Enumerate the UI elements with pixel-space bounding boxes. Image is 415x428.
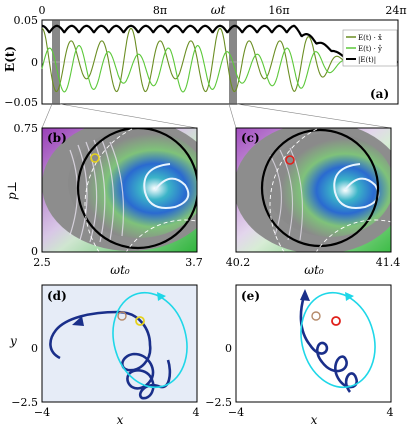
series-e-y	[41, 45, 398, 93]
panel-a-xtick-2: 16π	[268, 4, 289, 17]
panel-a-xtick-3: 24π	[385, 4, 406, 17]
panel-d: (d) 0 −2.5 y −4 4 x	[9, 284, 200, 427]
panel-e-trajectory-arrow	[300, 289, 310, 301]
panel-e-ytick-0: 0	[225, 342, 232, 355]
panel-c-xtick-1: 41.4	[376, 256, 401, 269]
panel-c-dashed-circle-2	[315, 219, 391, 252]
legend-label-y: E(t) · ŷ	[358, 45, 382, 53]
zoom-line-c-right	[236, 103, 392, 129]
panel-e-xlabel: x	[311, 413, 318, 427]
panel-d-xtick-0: −4	[34, 406, 50, 419]
panel-a-ytick-0: 0.05	[14, 14, 39, 27]
panel-e-orbit-arrow	[345, 292, 354, 301]
panel-a-xtick-0: 0	[39, 4, 46, 17]
panel-b-xlabel: ωt₀	[110, 263, 130, 277]
panel-d-ytick-0: 0	[31, 342, 38, 355]
panel-d-label: (d)	[47, 289, 67, 303]
panel-e-orbit	[300, 291, 376, 389]
panel-b-xtick-1: 3.7	[185, 256, 203, 269]
panel-d-orbit-arrow	[157, 292, 166, 301]
panel-d-marker-tan	[117, 311, 127, 321]
panel-a-xtick-1: 8π	[153, 4, 167, 17]
panel-e-marker-red	[331, 316, 341, 326]
zoom-line-b-left	[41, 103, 53, 129]
panel-b-ylabel: p⊥	[5, 181, 19, 200]
panel-a-legend: E(t) · x̂ E(t) · ŷ |E(t)|	[342, 29, 398, 67]
panel-a-xlabel: ωt	[211, 3, 226, 17]
panel-d-ylabel: y	[9, 334, 17, 348]
panel-e-xtick-0: −4	[228, 406, 244, 419]
panel-b-label: (b)	[47, 131, 67, 145]
panel-c-marker-red	[285, 155, 295, 165]
panel-b-spiral	[143, 163, 190, 209]
panel-c-label: (c)	[241, 131, 260, 145]
panel-d-orbit	[112, 291, 188, 389]
panel-b-swirl	[68, 128, 197, 238]
series-e-x	[41, 27, 398, 93]
panel-a-ytick-2: −0.05	[4, 96, 38, 109]
panel-e-trajectory	[299, 295, 358, 393]
panel-c-xtick-0: 40.2	[226, 256, 251, 269]
panel-c-xlabel: ωt₀	[304, 263, 324, 277]
panel-b-dashed-circle-1	[84, 128, 136, 252]
panel-d-xlabel: x	[117, 413, 124, 427]
panel-d-trajectory	[49, 310, 172, 400]
panel-b-frame	[41, 127, 198, 253]
panel-b: (b) 0.75 0 p⊥ 2.5 3.7 ωt₀	[5, 122, 203, 277]
panel-e-marker-tan	[311, 311, 321, 321]
panel-e-label: (e)	[241, 289, 260, 303]
panel-d-ytick-1: −2.5	[11, 396, 38, 409]
panel-c-frame	[235, 127, 392, 253]
panel-b-ytick-0: 0.75	[14, 122, 39, 135]
zoom-line-c-left	[228, 103, 237, 129]
panel-c-spiral	[333, 163, 380, 209]
panel-b-marker-yellow	[90, 153, 100, 163]
panel-d-marker-yellow	[135, 316, 145, 326]
panel-c-dashed-circle-1	[269, 128, 391, 252]
panel-e: (e) 0 −2.5 −4 4 x	[205, 284, 394, 427]
panel-b-xtick-0: 2.5	[33, 256, 51, 269]
panel-a-ylabel: E(t)	[3, 46, 17, 72]
panel-a-label: (a)	[370, 87, 389, 101]
panel-b-dashed-circle-2	[125, 219, 197, 252]
panel-b-boundary-circle	[76, 128, 197, 250]
panel-a: 0 8π ωt 16π 24π 0.05 0 −0.05 E(t) E(t) ·…	[3, 3, 407, 109]
panel-d-trajectory-arrow	[72, 316, 84, 326]
panel-a-ytick-1: 0	[31, 56, 38, 69]
panel-e-ytick-1: −2.5	[205, 396, 232, 409]
panel-e-frame	[235, 284, 392, 403]
zoom-line-b-right	[59, 103, 198, 129]
panel-b-ytick-1: 0	[31, 245, 38, 258]
panel-c: (c) 40.2 41.4 ωt₀	[226, 127, 401, 277]
series-e-abs	[42, 24, 398, 64]
panel-d-xtick-1: 4	[193, 406, 200, 419]
legend-label-abs: |E(t)|	[358, 56, 376, 64]
panel-a-waves	[41, 24, 398, 93]
panel-e-xtick-1: 4	[387, 406, 394, 419]
panel-c-swirl	[266, 133, 391, 237]
legend-label-x: E(t) · x̂	[358, 33, 382, 42]
